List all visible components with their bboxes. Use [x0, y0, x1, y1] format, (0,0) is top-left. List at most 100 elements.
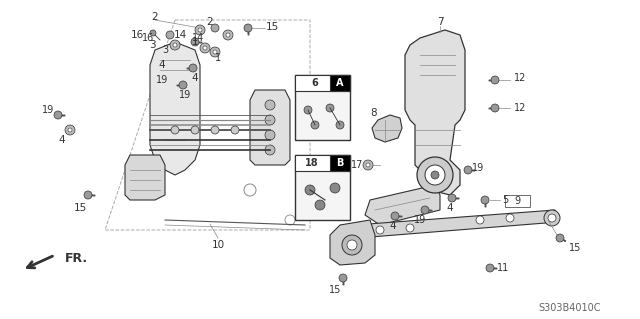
Text: 1: 1 [192, 37, 198, 47]
Text: A: A [336, 78, 344, 88]
Bar [295, 75, 350, 140]
Circle shape [191, 38, 199, 46]
Polygon shape [365, 185, 440, 225]
Circle shape [179, 81, 187, 89]
Circle shape [342, 235, 362, 255]
Bar [295, 75, 350, 91]
Circle shape [339, 274, 347, 282]
Circle shape [464, 166, 472, 174]
Circle shape [481, 196, 489, 204]
Text: 4: 4 [390, 221, 396, 231]
Circle shape [506, 214, 514, 222]
Circle shape [544, 210, 560, 226]
Circle shape [305, 185, 315, 195]
Circle shape [84, 191, 92, 199]
Text: FR.: FR. [65, 251, 88, 264]
Bar [330, 155, 350, 171]
Circle shape [285, 215, 295, 225]
Circle shape [556, 234, 564, 242]
Text: 2: 2 [152, 12, 158, 22]
Circle shape [448, 194, 456, 202]
Circle shape [491, 104, 499, 112]
Circle shape [244, 24, 252, 32]
Text: 15: 15 [329, 285, 341, 295]
Circle shape [491, 76, 499, 84]
Polygon shape [330, 220, 375, 265]
Text: 18: 18 [305, 158, 319, 168]
Polygon shape [355, 210, 558, 238]
Circle shape [347, 240, 357, 250]
Circle shape [171, 126, 179, 134]
Circle shape [65, 125, 75, 135]
Text: 3: 3 [162, 45, 168, 55]
Polygon shape [405, 30, 465, 195]
Circle shape [421, 206, 429, 214]
Circle shape [330, 183, 340, 193]
Text: 8: 8 [371, 108, 378, 118]
Text: 14: 14 [173, 30, 187, 40]
Circle shape [191, 126, 199, 134]
Circle shape [265, 130, 275, 140]
Text: 9: 9 [514, 196, 520, 206]
Bar [505, 195, 530, 207]
Circle shape [336, 121, 344, 129]
Text: 19: 19 [179, 90, 191, 100]
Text: 7: 7 [436, 17, 444, 27]
Text: 17: 17 [351, 160, 363, 170]
Circle shape [391, 212, 399, 220]
Text: 12: 12 [514, 73, 526, 83]
Circle shape [231, 126, 239, 134]
Text: 19: 19 [156, 75, 168, 85]
Circle shape [476, 216, 484, 224]
Circle shape [425, 165, 445, 185]
Circle shape [311, 121, 319, 129]
Circle shape [54, 111, 62, 119]
Circle shape [315, 200, 325, 210]
Circle shape [213, 50, 217, 54]
Text: 16: 16 [142, 33, 154, 43]
Circle shape [211, 24, 219, 32]
Circle shape [326, 104, 334, 112]
Text: S303B4010C: S303B4010C [539, 303, 601, 313]
Circle shape [223, 30, 233, 40]
Text: 19: 19 [414, 215, 426, 225]
Circle shape [265, 100, 275, 110]
Circle shape [244, 184, 256, 196]
Text: 15: 15 [266, 22, 278, 32]
Circle shape [200, 43, 210, 53]
Text: B: B [336, 158, 344, 168]
Circle shape [211, 126, 219, 134]
Circle shape [170, 40, 180, 50]
Text: 1: 1 [215, 53, 221, 63]
Circle shape [226, 33, 230, 37]
Circle shape [376, 226, 384, 234]
Text: 4: 4 [159, 60, 165, 70]
Circle shape [417, 157, 453, 193]
Circle shape [166, 31, 174, 39]
Polygon shape [372, 115, 402, 142]
Circle shape [363, 160, 373, 170]
Text: 2: 2 [207, 17, 213, 27]
Text: 11: 11 [497, 263, 509, 273]
Circle shape [150, 30, 156, 36]
Bar [295, 155, 350, 220]
Text: 19: 19 [472, 163, 484, 173]
Text: 12: 12 [514, 103, 526, 113]
Circle shape [265, 115, 275, 125]
Circle shape [210, 47, 220, 57]
Circle shape [203, 46, 207, 50]
Circle shape [68, 128, 72, 132]
Circle shape [198, 28, 202, 32]
Text: 4: 4 [59, 135, 65, 145]
Text: 4: 4 [447, 203, 453, 213]
Circle shape [304, 106, 312, 114]
Bar [295, 155, 350, 171]
Circle shape [431, 171, 439, 179]
Polygon shape [125, 155, 165, 200]
Polygon shape [150, 42, 200, 175]
Text: 4: 4 [192, 73, 198, 83]
Circle shape [406, 224, 414, 232]
Text: 6: 6 [312, 78, 318, 88]
Bar [330, 75, 350, 91]
Circle shape [366, 163, 370, 167]
